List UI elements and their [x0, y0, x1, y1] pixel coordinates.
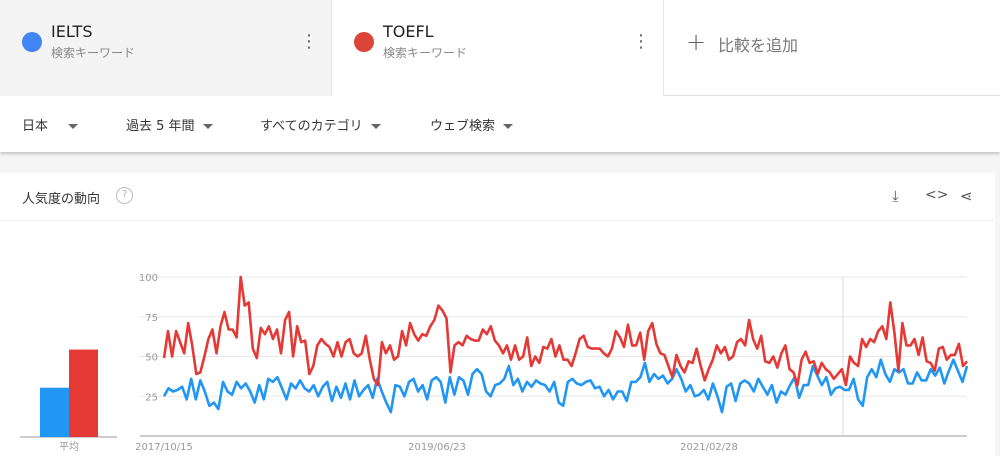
term-card-toefl[interactable]: TOEFL 検索キーワード ⋮	[332, 0, 664, 96]
compare-terms-bar: IELTS 検索キーワード ⋮ TOEFL 検索キーワード ⋮ + 比較を追加	[0, 0, 1000, 96]
add-comparison-label: 比較を追加	[718, 36, 799, 55]
divider	[0, 220, 995, 221]
time-range-label: 過去 5 年間	[126, 119, 195, 134]
series-line-toefl	[162, 275, 968, 387]
download-icon[interactable]: ⤓	[892, 187, 899, 205]
search-type-label: ウェブ検索	[430, 119, 496, 134]
series-color-dot	[354, 32, 374, 52]
category-dropdown[interactable]: すべてのカテゴリ	[260, 115, 381, 134]
category-label: すべてのカテゴリ	[260, 119, 363, 134]
plus-icon: +	[686, 28, 707, 56]
y-tick-label: 50	[145, 353, 158, 364]
average-label: 平均	[59, 441, 79, 453]
region-label: 日本	[22, 119, 49, 134]
interest-over-time-card: 人気度の動向 ? ⤓ <> ⋖	[0, 173, 995, 456]
term-type: 検索キーワード	[383, 46, 468, 60]
series-color-dot	[22, 32, 42, 52]
filter-bar: 日本 過去 5 年間 すべてのカテゴリ ウェブ検索	[0, 96, 1000, 152]
more-vert-icon[interactable]: ⋮	[300, 31, 318, 52]
y-tick-label: 25	[145, 392, 158, 403]
card-title: 人気度の動向	[22, 192, 101, 207]
term-card-ielts[interactable]: IELTS 検索キーワード ⋮	[0, 0, 332, 96]
search-type-dropdown[interactable]: ウェブ検索	[430, 115, 514, 134]
caret-down-icon	[202, 124, 213, 129]
average-bar-ielts	[40, 387, 69, 437]
term-name: TOEFL	[383, 22, 434, 41]
x-tick-label: 2019/06/23	[408, 442, 466, 453]
caret-down-icon	[68, 124, 79, 129]
y-tick-label: 100	[139, 273, 158, 284]
share-icon[interactable]: ⋖	[960, 187, 973, 205]
term-name: IELTS	[51, 22, 93, 41]
add-comparison-button[interactable]: + 比較を追加	[664, 0, 1000, 95]
embed-icon[interactable]: <>	[925, 187, 949, 203]
caret-down-icon	[503, 124, 514, 129]
x-tick-label: 2017/10/15	[135, 442, 193, 453]
region-dropdown[interactable]: 日本	[22, 115, 79, 134]
time-range-dropdown[interactable]: 過去 5 年間	[126, 115, 213, 134]
help-icon[interactable]: ?	[116, 187, 133, 204]
y-tick-label: 75	[145, 313, 158, 324]
caret-down-icon	[370, 124, 381, 129]
term-type: 検索キーワード	[51, 46, 136, 60]
average-bar-toefl	[69, 349, 98, 437]
x-tick-label: 2021/02/28	[680, 442, 738, 453]
more-vert-icon[interactable]: ⋮	[632, 31, 650, 52]
series-line-ielts	[162, 358, 969, 414]
